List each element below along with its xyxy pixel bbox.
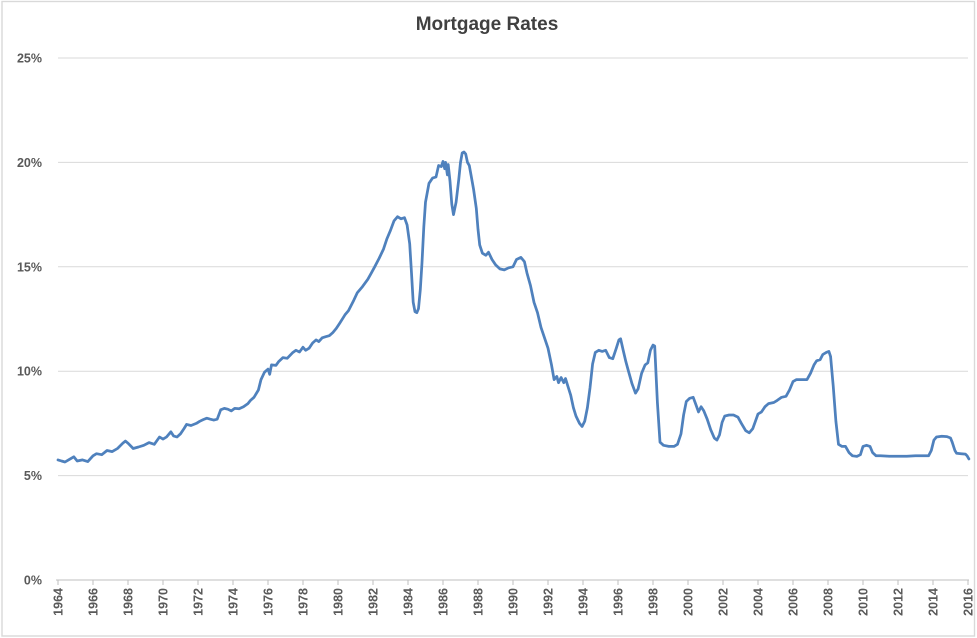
x-tick-label: 2002 — [717, 588, 731, 616]
x-tick-label: 1974 — [227, 588, 241, 616]
x-tick-label: 1986 — [437, 588, 451, 616]
x-tick-label: 2016 — [962, 588, 976, 616]
x-tick-label: 2012 — [892, 588, 906, 616]
y-tick-label: 5% — [24, 469, 42, 483]
x-tick-label: 1982 — [367, 588, 381, 616]
x-tick-label: 1992 — [542, 588, 556, 616]
x-tick-label: 2010 — [857, 588, 871, 616]
x-tick-label: 2004 — [752, 588, 766, 616]
x-tick-label: 1984 — [402, 588, 416, 616]
x-tick-label: 2014 — [927, 588, 941, 616]
x-tick-label: 1970 — [157, 588, 171, 616]
y-tick-label: 20% — [17, 156, 42, 170]
x-tick-label: 2000 — [682, 588, 696, 616]
x-tick-label: 2006 — [787, 588, 801, 616]
x-tick-label: 1988 — [472, 588, 486, 616]
chart-title: Mortgage Rates — [416, 14, 559, 35]
x-tick-label: 2008 — [822, 588, 836, 616]
y-tick-label: 0% — [24, 574, 42, 588]
x-tick-label: 1968 — [122, 588, 136, 616]
y-tick-label: 25% — [17, 52, 42, 66]
y-tick-label: 15% — [17, 260, 42, 274]
x-tick-label: 1990 — [507, 588, 521, 616]
x-tick-label: 1972 — [192, 588, 206, 616]
axes — [56, 579, 969, 585]
x-tick-label: 1996 — [612, 588, 626, 616]
y-tick-label: 10% — [17, 365, 42, 379]
x-tick-label: 1976 — [262, 588, 276, 616]
x-tick-label: 1966 — [87, 588, 101, 616]
x-tick-label: 1980 — [332, 588, 346, 616]
x-tick-label: 1978 — [297, 588, 311, 616]
data-series — [56, 150, 971, 464]
axis-labels: 0% 5% 10% 15% 20% 25% 1964 1966 1968 1970 1972 1974… — [17, 52, 976, 616]
rate-line-series — [56, 150, 971, 464]
x-tick-label: 1964 — [52, 588, 66, 616]
x-tick-label: 1994 — [577, 588, 591, 616]
x-tick-label: 1998 — [647, 588, 661, 616]
